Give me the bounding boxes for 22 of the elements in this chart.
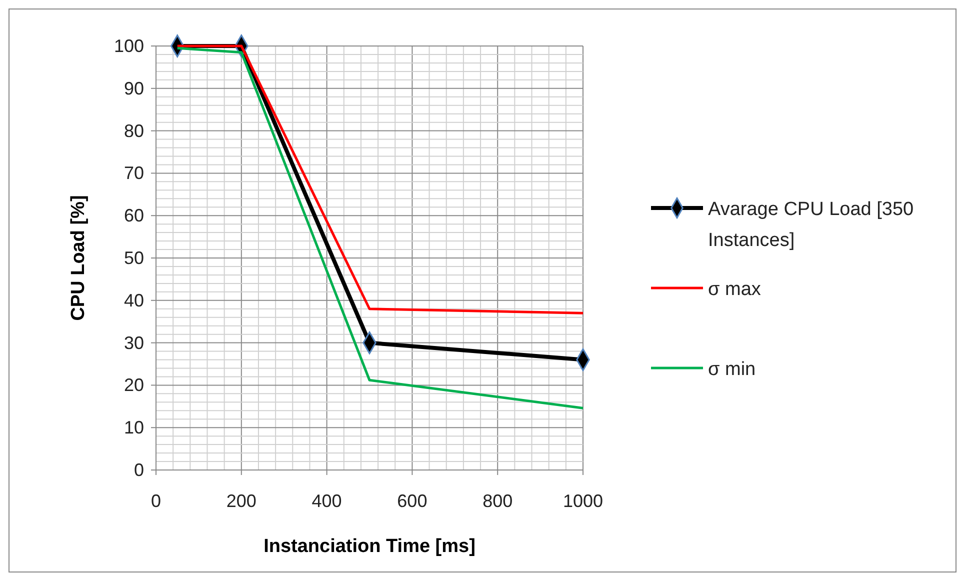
- y-tick-label: 10: [124, 418, 144, 438]
- legend-label: σ max: [708, 279, 762, 300]
- y-tick-label: 60: [124, 206, 144, 226]
- y-tick-label: 90: [124, 78, 144, 98]
- x-tick-label: 1000: [562, 491, 604, 511]
- y-axis-title: CPU Load [%]: [68, 195, 89, 321]
- y-tick-label: 20: [124, 375, 144, 396]
- legend-label: σ min: [708, 359, 756, 380]
- y-tick-label: 30: [124, 332, 144, 353]
- x-tick-label: 600: [397, 491, 428, 511]
- y-tick-label: 70: [124, 163, 144, 184]
- y-tick-label: 80: [124, 120, 144, 141]
- legend-label: Avarage CPU Load [350 Instances]: [708, 199, 914, 251]
- y-tick-label: 50: [124, 248, 144, 268]
- x-tick-label: 0: [150, 491, 162, 511]
- x-tick-label: 400: [312, 491, 342, 511]
- y-tick-label: 100: [114, 36, 144, 56]
- x-tick-label: 200: [226, 491, 256, 511]
- y-tick-label: 40: [124, 290, 144, 310]
- x-tick-label: 800: [482, 491, 513, 511]
- x-axis-title: Instanciation Time [ms]: [264, 536, 476, 557]
- y-tick-label: 0: [134, 460, 144, 480]
